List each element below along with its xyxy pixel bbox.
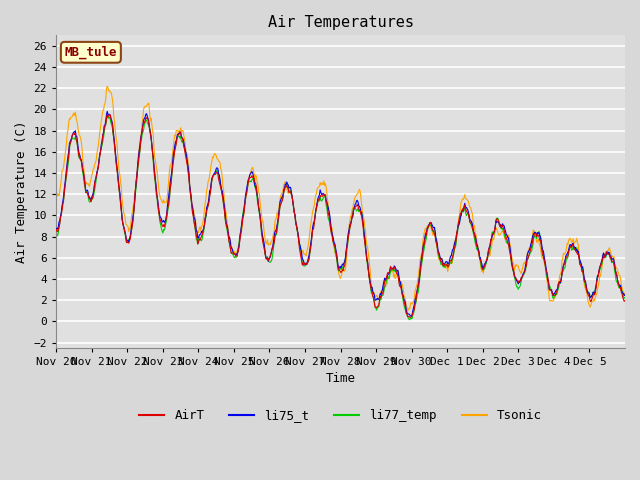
- li75_t: [253, 187, 260, 192]
- AirT: [225, 232, 232, 238]
- AirT: [406, 314, 413, 320]
- li75_t: [407, 313, 415, 319]
- Tsonic: [52, 193, 60, 199]
- Line: li77_temp: li77_temp: [56, 115, 625, 320]
- AirT: [253, 184, 260, 190]
- Line: Tsonic: Tsonic: [56, 86, 625, 311]
- AirT: [120, 224, 127, 229]
- li75_t: [433, 237, 440, 243]
- li75_t: [104, 108, 111, 114]
- AirT: [274, 218, 282, 224]
- Tsonic: [120, 209, 127, 215]
- li77_temp: [104, 112, 111, 118]
- AirT: [52, 227, 60, 232]
- Tsonic: [253, 174, 260, 180]
- Title: Air Temperatures: Air Temperatures: [268, 15, 413, 30]
- li75_t: [225, 229, 232, 235]
- li77_temp: [621, 295, 629, 300]
- li77_temp: [120, 224, 127, 230]
- AirT: [400, 298, 408, 303]
- Tsonic: [621, 290, 629, 296]
- Y-axis label: Air Temperature (C): Air Temperature (C): [15, 120, 28, 263]
- li77_temp: [52, 230, 60, 236]
- li77_temp: [274, 222, 282, 228]
- Legend: AirT, li75_t, li77_temp, Tsonic: AirT, li75_t, li77_temp, Tsonic: [134, 404, 547, 427]
- li75_t: [52, 226, 60, 231]
- Tsonic: [104, 83, 111, 89]
- Line: li75_t: li75_t: [56, 111, 625, 316]
- Tsonic: [225, 227, 232, 232]
- Text: MB_tule: MB_tule: [65, 46, 117, 59]
- li77_temp: [433, 240, 440, 246]
- li75_t: [274, 218, 282, 224]
- Tsonic: [404, 308, 412, 314]
- Tsonic: [400, 293, 408, 299]
- Tsonic: [433, 240, 440, 246]
- AirT: [433, 241, 440, 247]
- Tsonic: [274, 212, 282, 218]
- li75_t: [120, 224, 127, 229]
- li77_temp: [400, 302, 408, 308]
- X-axis label: Time: Time: [326, 372, 356, 385]
- li75_t: [621, 292, 629, 298]
- li75_t: [400, 297, 408, 302]
- li77_temp: [406, 317, 413, 323]
- AirT: [621, 298, 629, 303]
- AirT: [106, 111, 113, 117]
- li77_temp: [225, 233, 232, 239]
- li77_temp: [253, 189, 260, 195]
- Line: AirT: AirT: [56, 114, 625, 317]
